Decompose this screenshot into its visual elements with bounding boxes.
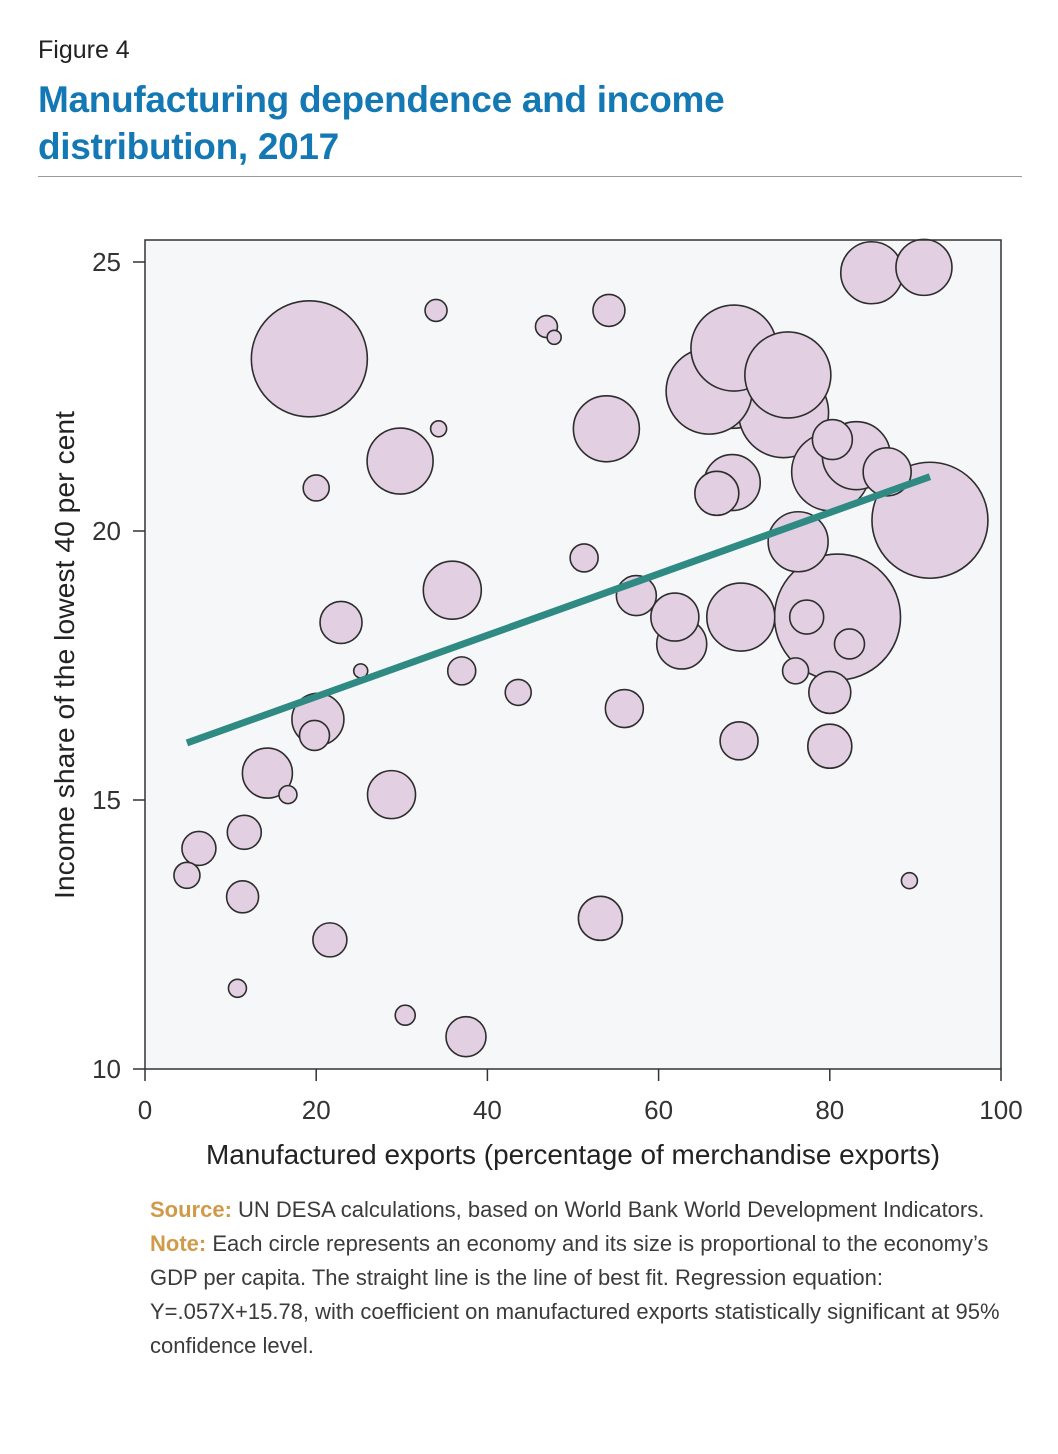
data-bubble — [806, 723, 853, 770]
data-bubble — [446, 656, 477, 686]
x-tick-label: 20 — [302, 1095, 331, 1125]
data-bubble — [546, 329, 562, 346]
data-bubble — [366, 769, 417, 820]
x-axis-label: Manufactured exports (percentage of merc… — [206, 1139, 940, 1170]
x-tick-label: 60 — [644, 1095, 673, 1125]
data-bubble — [744, 331, 832, 419]
data-bubble — [250, 300, 369, 418]
bubble-layer — [173, 238, 989, 1058]
y-tick-label: 25 — [92, 247, 121, 277]
y-axis: 10 15 20 25 — [92, 247, 145, 1084]
data-bubble — [900, 871, 919, 890]
data-bubble — [592, 293, 626, 328]
data-bubble — [394, 1004, 417, 1027]
y-axis-label: Income share of the lowest 40 per cent — [49, 411, 80, 899]
data-bubble — [319, 600, 363, 645]
data-bubble — [569, 543, 599, 573]
data-bubble — [650, 592, 700, 642]
data-bubble — [839, 240, 904, 305]
x-tick-label: 40 — [473, 1095, 502, 1125]
y-tick-label: 10 — [92, 1054, 121, 1084]
data-bubble — [719, 721, 759, 761]
data-bubble — [181, 830, 217, 867]
data-bubble — [862, 447, 912, 497]
data-bubble — [788, 599, 825, 635]
x-axis: 0 20 40 60 80 100 — [138, 1069, 1023, 1125]
source-note: Source: UN DESA calculations, based on W… — [150, 1193, 1000, 1227]
x-tick-label: 100 — [979, 1095, 1022, 1125]
x-tick-label: 0 — [138, 1095, 152, 1125]
data-bubble — [424, 298, 448, 323]
data-bubble — [173, 861, 201, 890]
data-bubble — [781, 657, 810, 685]
data-bubble — [429, 419, 448, 438]
data-bubble — [895, 238, 953, 297]
data-bubble — [577, 895, 624, 942]
footnote: Source: UN DESA calculations, based on W… — [150, 1193, 1000, 1363]
data-bubble — [504, 678, 533, 707]
data-bubble — [445, 1015, 487, 1058]
data-bubble — [811, 418, 854, 461]
data-bubble — [366, 427, 434, 495]
data-bubble — [278, 784, 298, 805]
note-text: Each circle represents an economy and it… — [150, 1231, 1000, 1358]
data-bubble — [572, 394, 641, 463]
data-bubble — [694, 470, 740, 517]
data-bubble — [705, 582, 776, 652]
bubble-chart: 10 15 20 25 0 20 40 60 80 100 Manufactured expor… — [49, 238, 1023, 1170]
data-bubble — [302, 474, 331, 502]
data-bubble — [227, 978, 248, 999]
data-bubble — [422, 560, 483, 620]
explanatory-note: Note: Each circle represents an economy … — [150, 1227, 1000, 1363]
data-bubble — [298, 719, 331, 752]
source-text: UN DESA calculations, based on World Ban… — [231, 1197, 985, 1222]
x-tick-label: 80 — [815, 1095, 844, 1125]
best-fit-line — [185, 473, 932, 747]
y-tick-label: 20 — [92, 516, 121, 546]
note-label: Note: — [150, 1231, 207, 1256]
data-bubble — [312, 922, 348, 958]
data-bubble — [807, 670, 852, 715]
source-label: Source: — [150, 1197, 232, 1222]
figure-label: Figure 4 — [38, 36, 130, 64]
data-bubble — [604, 688, 645, 729]
y-tick-label: 15 — [92, 785, 121, 815]
plot-frame — [144, 239, 1002, 1070]
data-bubble — [833, 628, 866, 660]
chart-title: Manufacturing dependence and income dist… — [38, 79, 725, 167]
data-bubble — [241, 747, 294, 799]
title-divider — [38, 176, 1022, 177]
data-bubble — [226, 814, 263, 851]
data-bubble — [225, 880, 260, 914]
